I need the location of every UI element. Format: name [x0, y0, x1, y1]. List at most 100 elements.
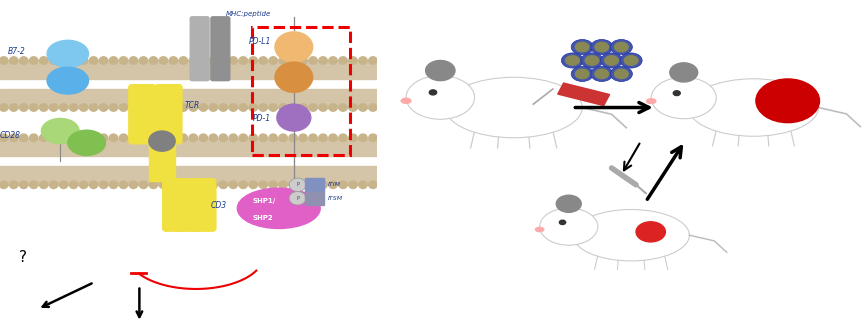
Ellipse shape — [89, 104, 98, 111]
Ellipse shape — [169, 181, 178, 188]
Ellipse shape — [279, 181, 288, 188]
Ellipse shape — [249, 104, 257, 111]
Bar — [0, 89, 377, 108]
Ellipse shape — [189, 57, 197, 64]
Ellipse shape — [60, 134, 68, 141]
Ellipse shape — [20, 181, 28, 188]
FancyBboxPatch shape — [191, 17, 209, 81]
Ellipse shape — [591, 40, 613, 55]
Ellipse shape — [139, 134, 147, 141]
Ellipse shape — [575, 42, 589, 52]
Ellipse shape — [120, 104, 127, 111]
Ellipse shape — [275, 32, 313, 62]
Text: SHP2: SHP2 — [252, 215, 273, 221]
Ellipse shape — [249, 57, 257, 64]
Ellipse shape — [259, 181, 268, 188]
Ellipse shape — [535, 227, 544, 232]
Ellipse shape — [572, 40, 593, 55]
Ellipse shape — [289, 178, 306, 192]
Ellipse shape — [615, 42, 628, 52]
Ellipse shape — [129, 134, 138, 141]
Ellipse shape — [329, 181, 337, 188]
Ellipse shape — [69, 104, 78, 111]
Ellipse shape — [219, 181, 228, 188]
Ellipse shape — [0, 181, 8, 188]
Bar — [149, 141, 175, 181]
Ellipse shape — [369, 57, 377, 64]
Ellipse shape — [109, 181, 118, 188]
Ellipse shape — [189, 134, 197, 141]
Ellipse shape — [279, 134, 288, 141]
Text: PD-1: PD-1 — [252, 114, 270, 123]
Ellipse shape — [299, 104, 307, 111]
Ellipse shape — [239, 104, 248, 111]
Ellipse shape — [210, 181, 217, 188]
Ellipse shape — [159, 181, 167, 188]
Bar — [0, 138, 377, 156]
Ellipse shape — [29, 104, 38, 111]
Ellipse shape — [159, 57, 167, 64]
Bar — [397, 37, 650, 165]
Ellipse shape — [600, 53, 623, 68]
Ellipse shape — [615, 69, 628, 79]
Ellipse shape — [159, 134, 167, 141]
Ellipse shape — [49, 57, 58, 64]
FancyBboxPatch shape — [163, 179, 185, 231]
Ellipse shape — [100, 134, 107, 141]
Ellipse shape — [47, 67, 88, 94]
Ellipse shape — [69, 181, 78, 188]
Ellipse shape — [139, 104, 147, 111]
Ellipse shape — [309, 134, 317, 141]
Ellipse shape — [309, 57, 317, 64]
Ellipse shape — [309, 104, 317, 111]
Ellipse shape — [169, 57, 178, 64]
Ellipse shape — [339, 134, 347, 141]
Ellipse shape — [565, 56, 579, 65]
Bar — [533, 175, 748, 296]
Ellipse shape — [40, 134, 48, 141]
Text: TCR: TCR — [184, 100, 200, 110]
Ellipse shape — [556, 195, 581, 212]
Ellipse shape — [179, 134, 188, 141]
Ellipse shape — [329, 134, 337, 141]
Ellipse shape — [0, 57, 8, 64]
Ellipse shape — [89, 134, 98, 141]
Ellipse shape — [279, 57, 288, 64]
Ellipse shape — [169, 104, 178, 111]
Ellipse shape — [595, 69, 609, 79]
Ellipse shape — [199, 57, 208, 64]
Ellipse shape — [604, 56, 618, 65]
Ellipse shape — [149, 57, 158, 64]
Ellipse shape — [29, 181, 38, 188]
Ellipse shape — [369, 104, 377, 111]
Ellipse shape — [40, 104, 48, 111]
Ellipse shape — [159, 104, 167, 111]
Bar — [305, 178, 324, 192]
Bar — [252, 27, 351, 155]
Ellipse shape — [10, 134, 18, 141]
Ellipse shape — [277, 104, 311, 131]
Ellipse shape — [611, 40, 632, 55]
Ellipse shape — [319, 134, 327, 141]
Ellipse shape — [269, 134, 277, 141]
Ellipse shape — [269, 181, 277, 188]
Ellipse shape — [688, 79, 818, 136]
Ellipse shape — [269, 57, 277, 64]
Ellipse shape — [249, 134, 257, 141]
Ellipse shape — [179, 181, 188, 188]
Text: SHP1/: SHP1/ — [252, 198, 275, 204]
Ellipse shape — [29, 57, 38, 64]
Bar — [548, 27, 656, 94]
Ellipse shape — [299, 57, 307, 64]
Ellipse shape — [109, 134, 118, 141]
Ellipse shape — [624, 56, 638, 65]
Ellipse shape — [289, 104, 297, 111]
Ellipse shape — [559, 220, 565, 224]
Ellipse shape — [651, 77, 716, 119]
Ellipse shape — [275, 62, 313, 92]
Ellipse shape — [406, 76, 475, 119]
Ellipse shape — [40, 57, 48, 64]
Ellipse shape — [329, 57, 337, 64]
Ellipse shape — [299, 181, 307, 188]
Ellipse shape — [60, 181, 68, 188]
